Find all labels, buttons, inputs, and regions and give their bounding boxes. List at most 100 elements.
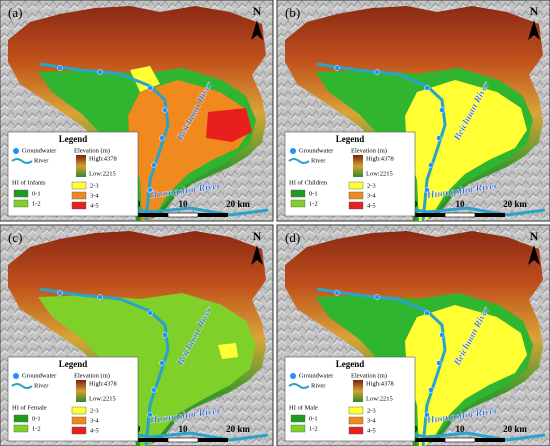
legend-class-label: 0-1 bbox=[32, 190, 41, 197]
legend-elevation-swatch bbox=[353, 380, 363, 402]
legend-class-label: 0-1 bbox=[309, 415, 318, 422]
groundwater-point bbox=[97, 69, 103, 75]
legend-low: Low:2215 bbox=[366, 395, 393, 402]
groundwater-point bbox=[57, 65, 63, 71]
groundwater-point bbox=[162, 107, 168, 113]
legend-class-label: 4-5 bbox=[90, 202, 99, 209]
hi-zone bbox=[130, 66, 160, 92]
north-label: N bbox=[530, 4, 539, 18]
groundwater-point bbox=[162, 332, 168, 338]
river bbox=[316, 287, 447, 446]
legend-class-swatch bbox=[290, 424, 306, 433]
scale-label: 20 km bbox=[503, 199, 527, 209]
legend-class-label: 3-4 bbox=[367, 192, 376, 199]
north-label: N bbox=[253, 229, 262, 243]
legend-hi-title: HI of Female bbox=[12, 404, 47, 411]
legend-river: River bbox=[34, 157, 49, 164]
groundwater-point bbox=[147, 85, 153, 91]
legend-class-swatch bbox=[71, 406, 87, 415]
legend-class-swatch bbox=[71, 181, 87, 190]
legend-title: Legend bbox=[59, 134, 88, 144]
legend-class-label: 4-5 bbox=[367, 427, 376, 434]
groundwater-point bbox=[436, 360, 442, 366]
river bbox=[39, 287, 170, 446]
legend-class-label: 1-2 bbox=[32, 425, 41, 432]
legend-class-swatch bbox=[348, 201, 364, 210]
scale-bar bbox=[138, 438, 168, 442]
river bbox=[39, 62, 170, 222]
hi-zone bbox=[405, 305, 527, 446]
north-arrow bbox=[528, 245, 540, 265]
groundwater-point bbox=[436, 135, 442, 141]
panel-label: (d) bbox=[285, 230, 300, 245]
legend-river-icon bbox=[11, 383, 33, 389]
legend-elevation: Elevation (m) bbox=[74, 372, 110, 379]
legend-high: High:4378 bbox=[366, 380, 394, 387]
north-arrow bbox=[251, 20, 263, 40]
panel-label: (b) bbox=[285, 5, 300, 20]
hi-zone bbox=[405, 80, 527, 221]
legend-elevation: Elevation (m) bbox=[351, 147, 387, 154]
legend-class-swatch bbox=[290, 199, 306, 208]
groundwater-point bbox=[159, 135, 165, 141]
scale-bar bbox=[415, 438, 445, 442]
legend-groundwater: Groundwater bbox=[299, 372, 334, 379]
legend-river: River bbox=[311, 157, 326, 164]
groundwater-point bbox=[428, 387, 434, 393]
legend-groundwater-icon bbox=[13, 148, 19, 154]
legend-river-icon bbox=[288, 158, 310, 164]
legend-elevation-swatch bbox=[76, 155, 86, 177]
legend-high: High:4378 bbox=[89, 380, 117, 387]
legend-low: Low:2215 bbox=[89, 395, 116, 402]
legend-groundwater: Groundwater bbox=[299, 147, 334, 154]
north-label: N bbox=[253, 4, 262, 18]
legend-class-swatch bbox=[348, 191, 364, 200]
groundwater-point bbox=[428, 162, 434, 168]
north-label: N bbox=[530, 229, 539, 243]
scale-bar bbox=[138, 213, 168, 217]
panel-label: (a) bbox=[8, 5, 22, 20]
legend-class-label: 4-5 bbox=[367, 202, 376, 209]
legend-class-swatch bbox=[71, 201, 87, 210]
legend-class-swatch bbox=[13, 424, 29, 433]
groundwater-point bbox=[374, 294, 380, 300]
scale-label: 20 km bbox=[503, 424, 527, 434]
groundwater-point bbox=[147, 187, 153, 193]
legend-class-label: 3-4 bbox=[367, 417, 376, 424]
legend-hi-title: HI of Children bbox=[289, 179, 328, 186]
legend-groundwater: Groundwater bbox=[22, 147, 57, 154]
legend-elevation-swatch bbox=[353, 155, 363, 177]
groundwater-point bbox=[424, 85, 430, 91]
hi-zone bbox=[206, 108, 252, 142]
scale-bar bbox=[444, 212, 476, 218]
river bbox=[316, 62, 447, 222]
legend-class-label: 3-4 bbox=[90, 192, 99, 199]
legend-class-swatch bbox=[290, 189, 306, 198]
scale-bar bbox=[167, 212, 199, 218]
legend-class-label: 0-1 bbox=[309, 190, 318, 197]
legend-class-label: 2-3 bbox=[90, 407, 99, 414]
legend-class-label: 0-1 bbox=[32, 415, 41, 422]
hi-zone bbox=[218, 343, 238, 359]
legend-class-swatch bbox=[348, 426, 364, 435]
legend-class-swatch bbox=[71, 426, 87, 435]
scale-bar bbox=[198, 213, 228, 217]
legend-groundwater: Groundwater bbox=[22, 372, 57, 379]
scale-bar bbox=[415, 213, 445, 217]
legend-class-label: 2-3 bbox=[90, 182, 99, 189]
groundwater-point bbox=[159, 360, 165, 366]
legend-title: Legend bbox=[336, 359, 365, 369]
scale-label: 10 bbox=[179, 199, 189, 209]
legend-groundwater-icon bbox=[13, 373, 19, 379]
legend-class-swatch bbox=[290, 414, 306, 423]
north-arrow bbox=[251, 245, 263, 265]
scale-bar bbox=[444, 437, 476, 443]
groundwater-point bbox=[151, 162, 157, 168]
legend-elevation: Elevation (m) bbox=[351, 372, 387, 379]
legend-class-label: 1-2 bbox=[309, 425, 318, 432]
